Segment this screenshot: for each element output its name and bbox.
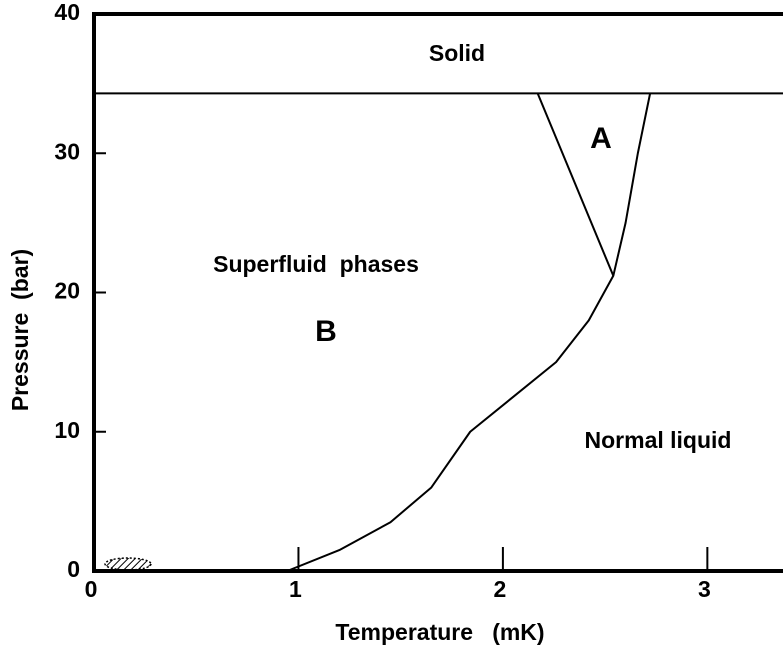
x-tick-label: 2 — [494, 576, 507, 602]
x-tick-label: 1 — [289, 576, 302, 602]
y-tick-label: 20 — [54, 278, 80, 304]
annotation: B — [315, 315, 337, 348]
phase-boundary — [286, 93, 652, 572]
annotation: Normal liquid — [585, 427, 732, 453]
y-tick-label: 0 — [67, 556, 80, 582]
y-tick-label: 10 — [54, 417, 80, 443]
annotation: A — [590, 122, 612, 155]
annotation: Solid — [429, 40, 485, 66]
y-axis-label: Pressure (bar) — [7, 249, 33, 411]
x-tick-label: 0 — [85, 576, 98, 602]
y-tick-label: 40 — [54, 0, 80, 25]
x-axis-label: Temperature (mK) — [335, 619, 544, 645]
x-tick-label: 3 — [698, 576, 711, 602]
hatched-region — [104, 557, 152, 571]
phase-boundary — [536, 92, 615, 277]
y-tick-label: 30 — [54, 138, 80, 164]
annotation: Superfluid phases — [213, 251, 419, 277]
